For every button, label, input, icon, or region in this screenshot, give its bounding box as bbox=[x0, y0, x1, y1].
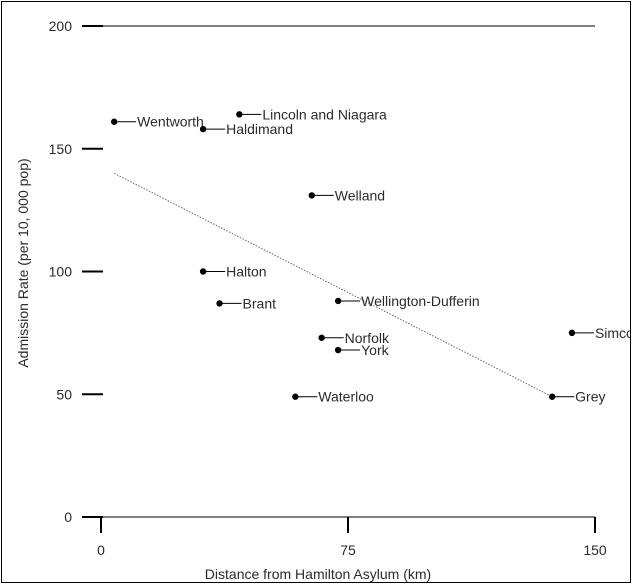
x-axis-title: Distance from Hamilton Asylum (km) bbox=[205, 566, 431, 582]
x-tick-label: 0 bbox=[97, 542, 105, 558]
point-label: Wentworth bbox=[137, 114, 204, 130]
point-label: Brant bbox=[243, 295, 277, 311]
data-point bbox=[308, 192, 315, 199]
trendline bbox=[113, 172, 553, 398]
trendline-group bbox=[113, 172, 553, 398]
point-label: Wellington-Dufferin bbox=[361, 293, 480, 309]
point-label: Lincoln and Niagara bbox=[262, 106, 387, 122]
y-tick-label: 50 bbox=[56, 386, 72, 402]
y-tick-label: 200 bbox=[49, 18, 73, 34]
point-label: Welland bbox=[335, 187, 385, 203]
y-tick-label: 0 bbox=[64, 509, 72, 525]
y-axis-title: Admission Rate (per 10, 000 pop) bbox=[15, 158, 31, 367]
point-label: Norfolk bbox=[345, 330, 390, 346]
y-tick-label: 150 bbox=[49, 141, 73, 157]
point-label: Grey bbox=[575, 389, 605, 405]
point-label: Waterloo bbox=[318, 389, 374, 405]
point-label: Haldimand bbox=[226, 121, 293, 137]
y-axis: 0 50 100 150 200 bbox=[49, 18, 595, 525]
x-tick-label: 75 bbox=[340, 542, 356, 558]
y-tick-label: 100 bbox=[49, 264, 73, 280]
point-label: Halton bbox=[226, 264, 266, 280]
x-tick-label: 150 bbox=[583, 542, 607, 558]
point-label: York bbox=[361, 342, 390, 358]
data-point bbox=[292, 393, 299, 400]
x-axis: 0 75 150 bbox=[97, 516, 607, 558]
point-label: Simco bbox=[595, 325, 631, 341]
